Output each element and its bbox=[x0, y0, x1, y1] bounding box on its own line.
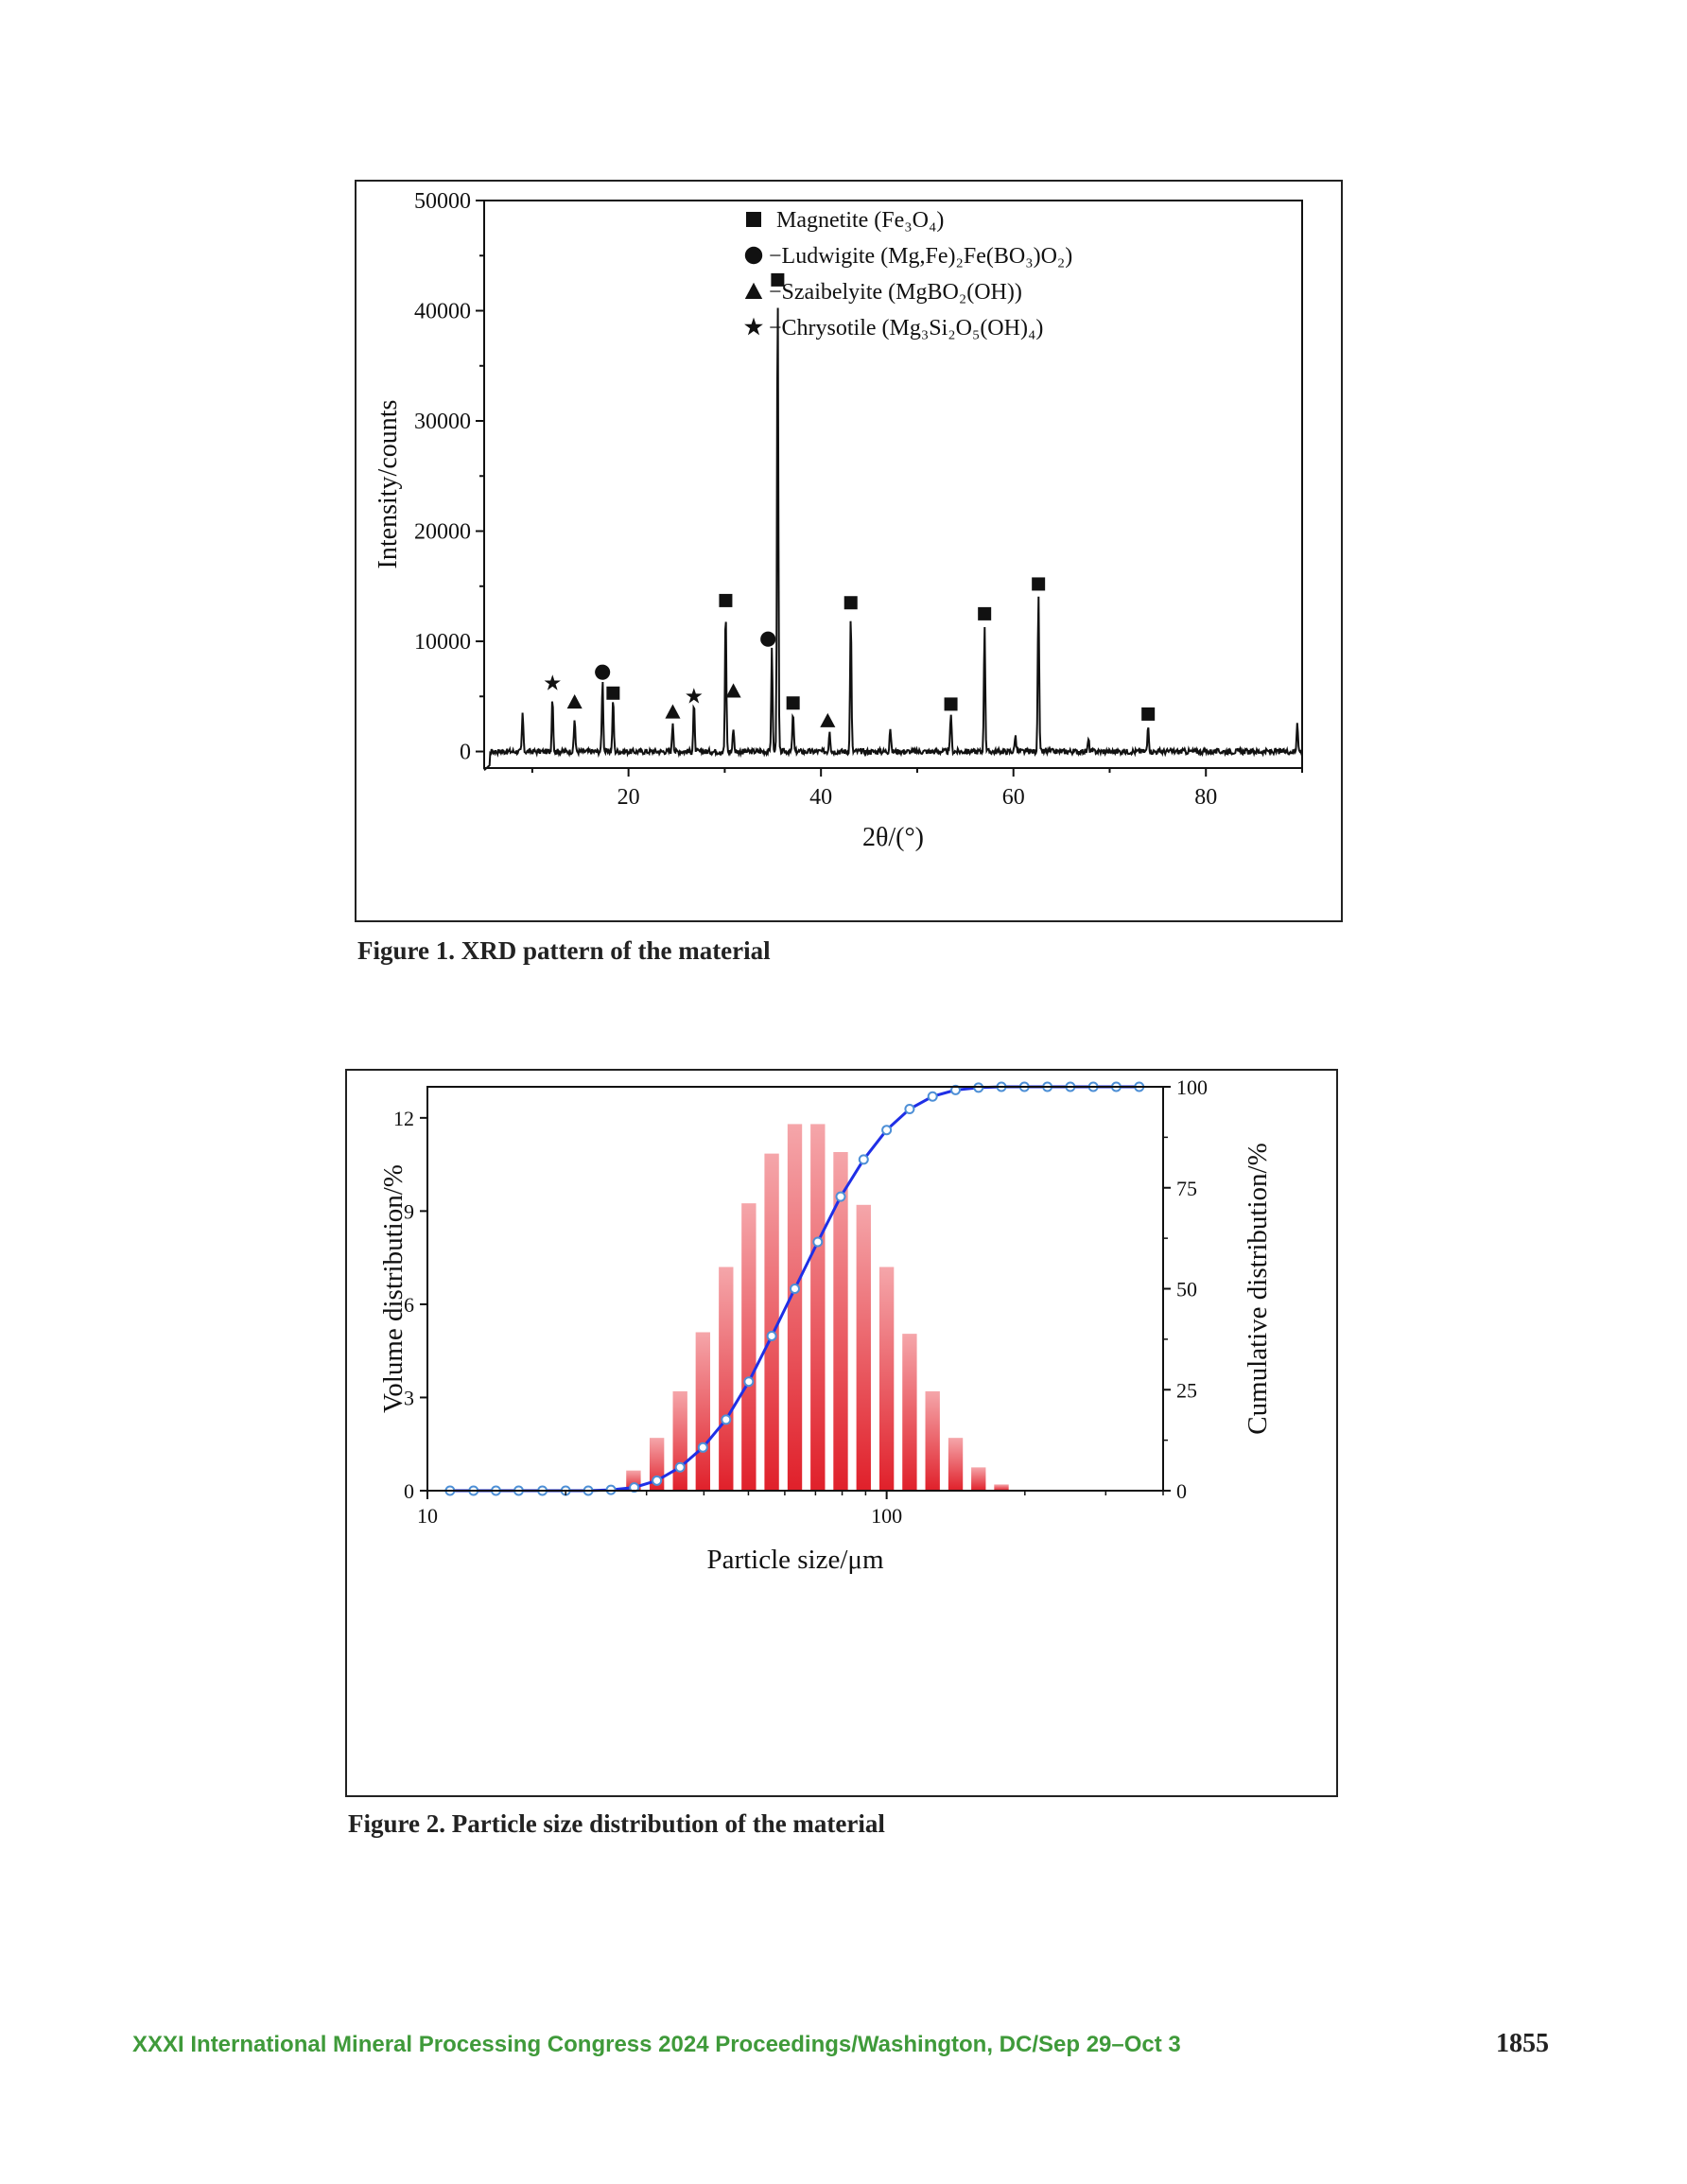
szaibelyite-marker bbox=[665, 704, 681, 719]
cumulative-point bbox=[927, 1091, 938, 1102]
y-tick-label: 12 bbox=[393, 1107, 414, 1130]
szaibelyite-marker bbox=[566, 694, 583, 709]
volume-bar bbox=[764, 1153, 779, 1491]
volume-bar bbox=[810, 1124, 826, 1491]
figure-1-xrd-chart: 20 40 60 80 0 10000 20000 30000 40000 50000 2θ/(°)… bbox=[355, 180, 1343, 922]
y-tick-label: 3 bbox=[404, 1386, 414, 1409]
cumulative-point bbox=[950, 1084, 962, 1095]
cumulative-point bbox=[812, 1236, 824, 1248]
cumulative-point bbox=[721, 1414, 732, 1425]
footer-proceedings-text: XXXI International Mineral Processing Co… bbox=[132, 2032, 1181, 2057]
volume-bar bbox=[948, 1438, 964, 1491]
cumulative-point bbox=[766, 1330, 777, 1341]
y2-tick-label: 25 bbox=[1176, 1378, 1197, 1402]
y-tick-label: 0 bbox=[460, 741, 471, 765]
cumulative-point bbox=[652, 1475, 663, 1486]
volume-bar bbox=[787, 1124, 803, 1491]
y2-tick-label: 50 bbox=[1176, 1278, 1197, 1302]
magnetite-marker bbox=[719, 593, 733, 607]
magnetite-marker bbox=[978, 606, 992, 620]
volume-bar bbox=[695, 1332, 710, 1491]
plot-area-border bbox=[483, 200, 1303, 769]
y2-tick-label: 100 bbox=[1176, 1075, 1208, 1099]
x-tick-label: 40 bbox=[809, 785, 832, 810]
y2-axis-label: Cumulative distribution/% bbox=[1243, 1143, 1273, 1435]
szaibelyite-marker bbox=[820, 712, 836, 727]
x-tick-label: 80 bbox=[1194, 785, 1217, 810]
y-tick-label: 6 bbox=[404, 1293, 414, 1317]
volume-bar bbox=[878, 1267, 895, 1491]
cumulative-point bbox=[858, 1154, 869, 1165]
ludwigite-marker bbox=[595, 664, 611, 680]
x-tick-label: 10 bbox=[417, 1504, 438, 1528]
y2-tick-label: 0 bbox=[1176, 1479, 1187, 1503]
x-axis-label: 2θ/(°) bbox=[862, 823, 924, 852]
y-axis-label: Volume distribution/% bbox=[378, 1164, 409, 1413]
y-tick-label: 20000 bbox=[414, 520, 471, 545]
volume-bar bbox=[833, 1151, 848, 1491]
legend-label: −Ludwigite (Mg,Fe)₂Fe(BO₃)O₂) bbox=[769, 244, 1072, 269]
xrd-pattern-line bbox=[483, 307, 1303, 772]
magnetite-marker bbox=[786, 696, 800, 710]
volume-bar bbox=[741, 1203, 757, 1491]
legend-square-icon bbox=[746, 212, 761, 227]
figure-1-caption: Figure 1. XRD pattern of the material bbox=[357, 936, 771, 965]
magnetite-marker bbox=[1032, 577, 1046, 591]
magnetite-marker bbox=[944, 697, 958, 711]
xrd-chart-svg: 20 40 60 80 0 10000 20000 30000 40000 50000 2θ/(°)… bbox=[374, 189, 1303, 852]
page-number: 1855 bbox=[1496, 2029, 1549, 2058]
volume-bar bbox=[902, 1334, 917, 1491]
figure-2-caption: Figure 2. Particle size distribution of … bbox=[348, 1809, 885, 1838]
y-tick-label: 30000 bbox=[414, 410, 471, 434]
y-tick-label: 50000 bbox=[414, 189, 471, 214]
legend-label: −Szaibelyite (MgBO₂(OH)) bbox=[769, 280, 1022, 305]
cumulative-point bbox=[629, 1482, 640, 1494]
cumulative-point bbox=[790, 1284, 801, 1294]
x-tick-label: 60 bbox=[1002, 785, 1025, 810]
y-tick-label: 40000 bbox=[414, 300, 471, 324]
volume-bar bbox=[672, 1390, 687, 1491]
magnetite-marker bbox=[1141, 707, 1156, 721]
chrysotile-marker bbox=[686, 688, 703, 704]
chrysotile-marker bbox=[544, 674, 561, 690]
y-tick-label: 10000 bbox=[414, 630, 471, 655]
cumulative-point bbox=[881, 1125, 893, 1136]
legend-label: −Chrysotile (Mg₃Si₂O₅(OH)₄) bbox=[769, 316, 1043, 341]
volume-bar bbox=[719, 1267, 734, 1491]
y2-tick-label: 75 bbox=[1176, 1177, 1197, 1200]
ludwigite-marker bbox=[760, 631, 776, 647]
magnetite-marker bbox=[771, 272, 785, 287]
legend-triangle-icon bbox=[744, 282, 763, 299]
magnetite-marker bbox=[844, 596, 858, 610]
volume-bar bbox=[856, 1204, 871, 1491]
x-tick-label: 20 bbox=[617, 785, 640, 810]
legend-circle-icon bbox=[744, 246, 763, 265]
y-tick-label: 0 bbox=[404, 1479, 414, 1503]
y-axis-label: Intensity/counts bbox=[374, 400, 403, 569]
cumulative-point bbox=[835, 1191, 846, 1202]
szaibelyite-marker bbox=[725, 683, 741, 698]
legend-star-icon bbox=[744, 317, 763, 336]
cumulative-point bbox=[743, 1376, 755, 1388]
volume-bar bbox=[994, 1484, 1009, 1491]
x-tick-label: 100 bbox=[871, 1504, 902, 1528]
cumulative-point bbox=[904, 1103, 915, 1114]
y-tick-label: 9 bbox=[404, 1199, 414, 1223]
volume-bar bbox=[925, 1390, 940, 1491]
legend-label: Magnetite (Fe₃O₄) bbox=[776, 208, 944, 233]
cumulative-point bbox=[674, 1461, 686, 1473]
volume-bar bbox=[971, 1467, 986, 1491]
cumulative-point bbox=[697, 1441, 708, 1453]
particle-size-chart-svg: 10 100 0 3 6 9 12 0 25 50 75 100 Particle size/μm Vol… bbox=[378, 1075, 1273, 1575]
figure-2-particle-size-chart: 10 100 0 3 6 9 12 0 25 50 75 100 Particle size/μm Vol… bbox=[345, 1069, 1338, 1797]
x-axis-label: Particle size/μm bbox=[706, 1545, 884, 1575]
magnetite-marker bbox=[606, 686, 620, 700]
